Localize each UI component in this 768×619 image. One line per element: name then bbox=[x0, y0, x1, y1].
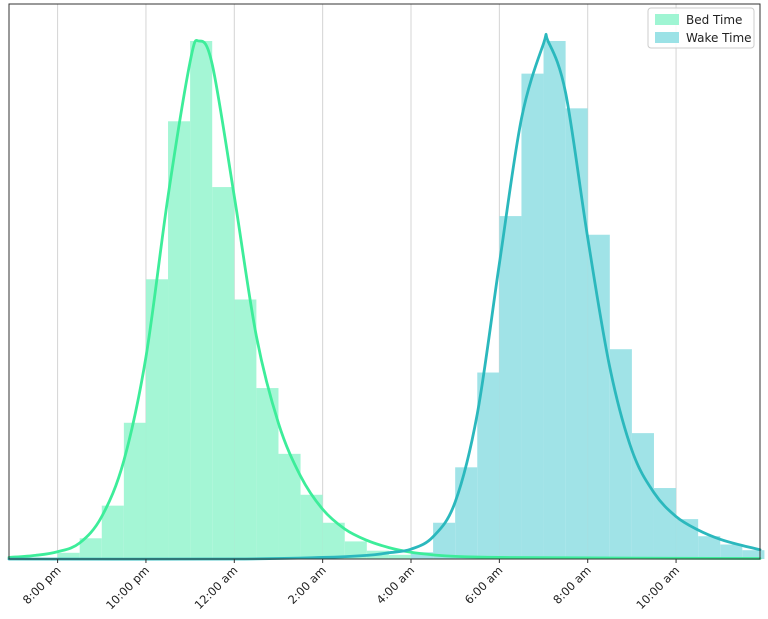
histogram-bar bbox=[411, 552, 434, 559]
histogram-bar bbox=[212, 187, 235, 560]
histogram-bars bbox=[57, 41, 765, 560]
x-tick-label: 8:00 pm bbox=[20, 563, 64, 607]
x-tick-label: 10:00 pm bbox=[103, 563, 152, 612]
histogram-bar bbox=[433, 522, 456, 559]
histogram-bar bbox=[742, 550, 765, 559]
histogram-bar bbox=[698, 536, 721, 559]
histogram-bar bbox=[653, 488, 677, 559]
x-tick-label: 12:00 am bbox=[192, 563, 241, 612]
histogram-bar bbox=[101, 505, 124, 559]
histogram-bar bbox=[234, 299, 257, 559]
histogram-bar bbox=[57, 552, 80, 559]
x-tick-label: 2:00 am bbox=[285, 563, 329, 607]
histogram-bar bbox=[565, 108, 588, 559]
histogram-bar bbox=[521, 73, 544, 559]
bars-wake-time bbox=[411, 41, 765, 560]
legend-swatch bbox=[655, 32, 679, 43]
histogram-bar bbox=[631, 433, 654, 559]
histogram-bar bbox=[278, 453, 301, 559]
x-tick-label: 4:00 am bbox=[373, 563, 417, 607]
x-tick-label: 10:00 am bbox=[633, 563, 682, 612]
histogram-bar bbox=[190, 41, 213, 559]
x-tick-label: 8:00 am bbox=[550, 563, 594, 607]
x-axis: 8:00 pm 10:00 pm 12:00 am 2:00 am 4:00 am 6:0… bbox=[20, 559, 682, 612]
histogram-bar bbox=[455, 467, 478, 559]
bars-bed-time bbox=[57, 41, 412, 560]
histogram-bar bbox=[720, 544, 743, 559]
histogram-bar bbox=[609, 349, 632, 559]
histogram-bar bbox=[300, 494, 323, 559]
histogram-bar bbox=[123, 422, 146, 559]
histogram-bar bbox=[322, 522, 345, 559]
histogram-bar bbox=[168, 121, 191, 559]
density-line-wake-time bbox=[7, 32, 762, 561]
legend-swatch bbox=[655, 14, 679, 25]
plot-frame bbox=[8, 3, 761, 560]
histogram-bar bbox=[543, 41, 566, 559]
legend-label: Bed Time bbox=[686, 13, 742, 27]
legend[interactable]: Bed Time Wake Time bbox=[647, 7, 755, 49]
density-curves bbox=[7, 32, 762, 561]
histogram-bar bbox=[676, 519, 699, 559]
density-line-bed-time bbox=[7, 39, 762, 560]
histogram-bar bbox=[388, 554, 412, 559]
histogram-bar bbox=[145, 279, 169, 559]
histogram-bar bbox=[499, 216, 522, 560]
histogram-bar bbox=[587, 234, 610, 559]
histogram-bar bbox=[256, 388, 279, 559]
legend-label: Wake Time bbox=[686, 31, 752, 45]
histogram-bar bbox=[79, 538, 102, 559]
x-tick-label: 6:00 am bbox=[462, 563, 506, 607]
histogram-bar bbox=[477, 372, 500, 559]
